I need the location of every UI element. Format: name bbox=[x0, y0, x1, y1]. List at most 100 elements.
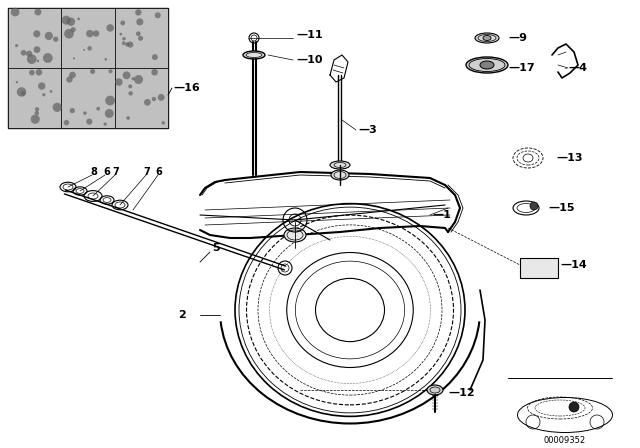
Circle shape bbox=[20, 50, 26, 56]
Text: —13: —13 bbox=[556, 153, 582, 163]
Circle shape bbox=[11, 8, 19, 17]
Text: 2: 2 bbox=[178, 310, 186, 320]
Circle shape bbox=[43, 53, 52, 63]
Circle shape bbox=[67, 76, 72, 83]
Bar bbox=[61, 8, 115, 68]
Circle shape bbox=[73, 57, 75, 60]
Text: —1: —1 bbox=[432, 210, 451, 220]
Circle shape bbox=[120, 21, 125, 25]
Circle shape bbox=[63, 120, 69, 125]
Circle shape bbox=[155, 12, 161, 18]
Circle shape bbox=[96, 107, 100, 111]
Circle shape bbox=[129, 91, 133, 95]
Circle shape bbox=[83, 49, 85, 51]
Circle shape bbox=[126, 116, 130, 120]
Circle shape bbox=[64, 29, 74, 39]
Circle shape bbox=[144, 99, 151, 106]
Circle shape bbox=[127, 41, 133, 47]
Circle shape bbox=[35, 107, 39, 112]
Ellipse shape bbox=[330, 161, 350, 169]
Text: —3: —3 bbox=[358, 125, 377, 135]
Circle shape bbox=[104, 58, 107, 60]
Circle shape bbox=[569, 402, 579, 412]
Circle shape bbox=[15, 44, 18, 47]
Circle shape bbox=[26, 51, 32, 57]
Text: 7: 7 bbox=[112, 167, 119, 177]
Text: —11: —11 bbox=[296, 30, 323, 40]
Circle shape bbox=[33, 30, 40, 38]
Circle shape bbox=[152, 97, 156, 101]
Circle shape bbox=[36, 69, 42, 76]
Text: —15: —15 bbox=[548, 203, 575, 213]
Circle shape bbox=[16, 81, 18, 83]
Bar bbox=[8, 8, 61, 68]
Ellipse shape bbox=[518, 397, 612, 432]
Circle shape bbox=[125, 42, 129, 47]
Circle shape bbox=[105, 109, 114, 118]
Circle shape bbox=[52, 103, 62, 112]
Ellipse shape bbox=[427, 385, 443, 395]
Text: —16: —16 bbox=[173, 83, 200, 93]
Text: 7: 7 bbox=[143, 167, 150, 177]
Circle shape bbox=[151, 69, 158, 76]
Circle shape bbox=[105, 96, 115, 105]
Ellipse shape bbox=[243, 51, 265, 59]
Bar bbox=[8, 8, 168, 128]
Circle shape bbox=[77, 17, 80, 20]
Ellipse shape bbox=[466, 57, 508, 73]
Ellipse shape bbox=[475, 33, 499, 43]
Text: —12: —12 bbox=[448, 388, 475, 398]
Bar bbox=[8, 68, 61, 128]
Circle shape bbox=[29, 70, 35, 75]
Circle shape bbox=[36, 60, 39, 62]
Circle shape bbox=[138, 36, 143, 41]
Text: 00009352: 00009352 bbox=[544, 435, 586, 444]
Circle shape bbox=[128, 84, 132, 88]
Text: 6: 6 bbox=[103, 167, 109, 177]
Text: —9: —9 bbox=[508, 33, 527, 43]
Circle shape bbox=[61, 16, 70, 25]
Text: —14: —14 bbox=[560, 260, 587, 270]
Circle shape bbox=[93, 30, 99, 37]
Text: 6: 6 bbox=[155, 167, 162, 177]
Circle shape bbox=[87, 46, 92, 51]
Circle shape bbox=[135, 9, 141, 16]
Circle shape bbox=[157, 94, 164, 101]
Circle shape bbox=[120, 33, 122, 35]
Circle shape bbox=[35, 9, 42, 16]
Text: —17: —17 bbox=[508, 63, 534, 73]
Bar bbox=[61, 68, 115, 128]
Text: —10: —10 bbox=[296, 55, 323, 65]
Circle shape bbox=[67, 17, 75, 26]
Circle shape bbox=[136, 31, 141, 36]
Circle shape bbox=[27, 54, 36, 64]
Circle shape bbox=[50, 90, 52, 93]
Circle shape bbox=[70, 108, 75, 113]
Circle shape bbox=[53, 37, 58, 42]
Circle shape bbox=[134, 75, 143, 84]
Circle shape bbox=[31, 115, 40, 124]
Circle shape bbox=[123, 71, 131, 79]
Circle shape bbox=[122, 37, 126, 40]
Circle shape bbox=[21, 91, 26, 95]
Bar bbox=[520, 258, 558, 278]
Circle shape bbox=[86, 30, 93, 37]
Circle shape bbox=[152, 54, 158, 60]
Circle shape bbox=[109, 69, 113, 73]
Circle shape bbox=[69, 72, 76, 78]
Circle shape bbox=[106, 24, 114, 32]
Circle shape bbox=[530, 202, 538, 210]
Circle shape bbox=[45, 32, 53, 40]
Circle shape bbox=[86, 119, 92, 125]
Circle shape bbox=[122, 41, 125, 45]
Circle shape bbox=[17, 87, 26, 97]
Circle shape bbox=[70, 27, 76, 32]
Bar bbox=[115, 8, 168, 68]
Circle shape bbox=[131, 77, 135, 81]
Ellipse shape bbox=[483, 35, 491, 40]
Text: 8: 8 bbox=[90, 167, 97, 177]
Circle shape bbox=[136, 18, 143, 26]
Ellipse shape bbox=[284, 228, 306, 242]
Circle shape bbox=[115, 78, 123, 86]
Circle shape bbox=[90, 69, 95, 74]
